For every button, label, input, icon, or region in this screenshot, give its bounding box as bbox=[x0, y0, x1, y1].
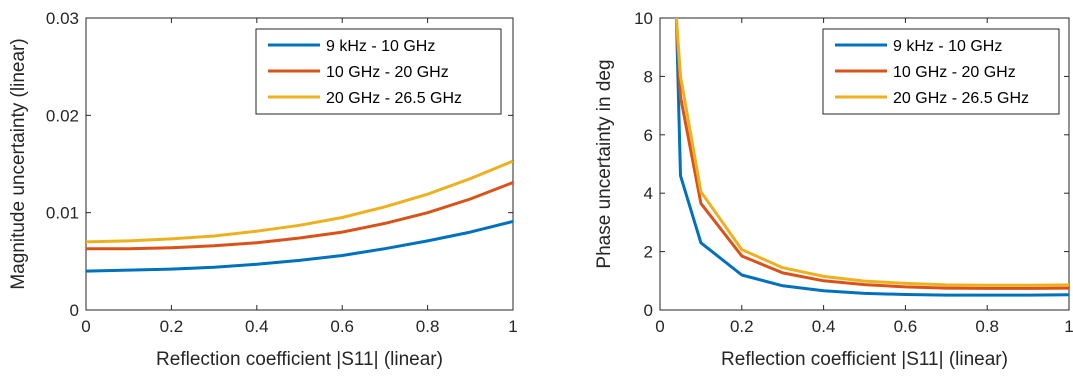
y-tick-label: 0.02 bbox=[46, 106, 79, 125]
chart-1: 0 0.2 0.4 0.6 0.8 1 0 0.01 0.02 0.03 Reflection co… bbox=[8, 9, 518, 370]
series-group bbox=[674, 18, 1069, 297]
x-tick-label: 0 bbox=[81, 317, 90, 336]
series-line-1 bbox=[86, 219, 513, 273]
x-axis-label: Reflection coefficient |S11| (linear) bbox=[721, 349, 1008, 370]
x-tick-label: 0.8 bbox=[416, 317, 440, 336]
x-tick-label: 1 bbox=[1064, 317, 1073, 336]
y-axis-label: Phase uncertainty in deg bbox=[594, 59, 615, 268]
x-tick-label: 0.6 bbox=[330, 317, 354, 336]
y-tick-label: 0.03 bbox=[46, 9, 79, 28]
legend: 9 kHz - 10 GHz 10 GHz - 20 GHz 20 GHz - 26… bbox=[255, 28, 502, 115]
x-tick-label: 0 bbox=[655, 317, 664, 336]
y-tick-label: 0 bbox=[644, 301, 653, 320]
x-tick-label: 0.6 bbox=[894, 317, 918, 336]
y-tick-label: 8 bbox=[644, 67, 653, 86]
legend-label: 9 kHz - 10 GHz bbox=[326, 38, 435, 55]
x-tick-label: 0.2 bbox=[160, 317, 184, 336]
x-tick-label: 0.4 bbox=[812, 317, 836, 336]
series-line-3 bbox=[674, 18, 1069, 287]
y-tick-label: 4 bbox=[644, 184, 653, 203]
legend-label: 9 kHz - 10 GHz bbox=[893, 38, 1002, 55]
series-group bbox=[86, 159, 513, 273]
x-axis-label: Reflection coefficient |S11| (linear) bbox=[156, 349, 443, 370]
legend-label: 10 GHz - 20 GHz bbox=[326, 64, 449, 81]
x-tick-label: 0.2 bbox=[730, 317, 754, 336]
legend-box bbox=[255, 28, 502, 115]
series-line-1 bbox=[674, 18, 1069, 297]
legend-label: 20 GHz - 26.5 GHz bbox=[893, 90, 1029, 107]
y-tick-label: 2 bbox=[644, 243, 653, 262]
y-tick-label: 0.01 bbox=[46, 204, 79, 223]
x-tick-label: 0.8 bbox=[975, 317, 999, 336]
series-line-2 bbox=[86, 181, 513, 251]
series-line-2 bbox=[674, 18, 1069, 290]
x-tick-label: 0.4 bbox=[245, 317, 269, 336]
y-tick-label: 6 bbox=[644, 126, 653, 145]
x-tick-label: 1 bbox=[508, 317, 517, 336]
y-axis-label: Magnitude uncertainty (linear) bbox=[8, 38, 29, 289]
y-tick-label: 0 bbox=[70, 301, 79, 320]
legend-label: 10 GHz - 20 GHz bbox=[893, 64, 1016, 81]
y-tick-label: 10 bbox=[634, 9, 653, 28]
legend: 9 kHz - 10 GHz 10 GHz - 20 GHz 20 GHz - 26… bbox=[822, 28, 1060, 115]
legend-label: 20 GHz - 26.5 GHz bbox=[326, 90, 462, 107]
series-line-3 bbox=[86, 159, 513, 244]
